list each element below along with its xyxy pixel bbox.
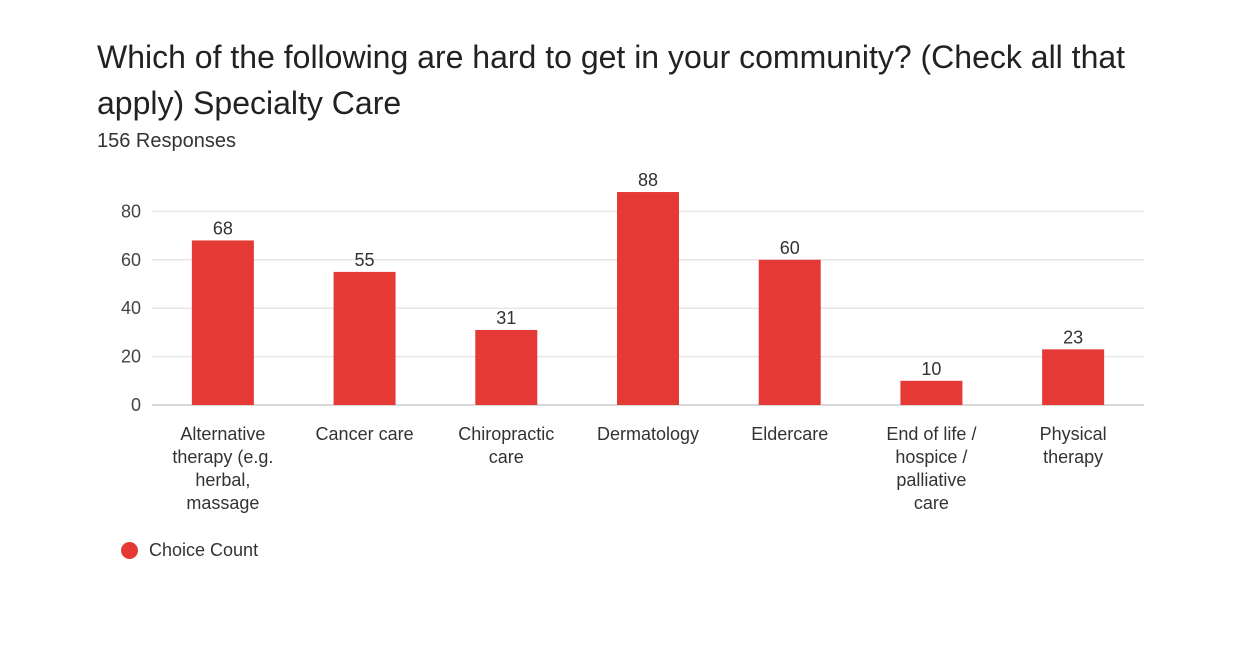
legend: Choice Count xyxy=(121,540,258,561)
x-tick-label: therapy xyxy=(1043,447,1103,467)
y-tick-label: 60 xyxy=(121,250,141,270)
x-tick-label: Physical xyxy=(1040,424,1107,444)
bars xyxy=(191,192,1105,405)
bar xyxy=(758,259,821,405)
bar-value-label: 60 xyxy=(780,238,800,258)
y-tick-label: 80 xyxy=(121,201,141,221)
y-tick-label: 40 xyxy=(121,298,141,318)
x-tick-label: herbal, xyxy=(195,470,250,490)
y-tick-label: 20 xyxy=(121,347,141,367)
response-count: 156 Responses xyxy=(97,130,236,152)
bar-value-label: 31 xyxy=(496,308,516,328)
x-tick-label: therapy (e.g. xyxy=(172,447,273,467)
legend-marker-icon xyxy=(121,542,138,559)
chart-title: Which of the following are hard to get i… xyxy=(97,39,1126,121)
x-tick-label: massage xyxy=(186,493,259,513)
data-labels: 68 55 31 88 60 10 23 xyxy=(213,170,1083,379)
bar xyxy=(191,240,254,405)
bar-value-label: 10 xyxy=(921,359,941,379)
bar-value-label: 55 xyxy=(355,250,375,270)
y-tick-label: 0 xyxy=(131,395,141,415)
x-tick-label: Cancer care xyxy=(316,424,414,444)
x-tick-label: care xyxy=(489,447,524,467)
bar xyxy=(333,271,396,405)
bar xyxy=(900,380,963,405)
x-tick-label: End of life / xyxy=(886,424,976,444)
x-tick-label: Chiropractic xyxy=(458,424,554,444)
y-axis-ticks: 0 20 40 60 80 xyxy=(121,201,141,415)
bar-value-label: 23 xyxy=(1063,327,1083,347)
x-tick-label: hospice / xyxy=(895,447,967,467)
bar xyxy=(475,329,538,405)
x-tick-label: Eldercare xyxy=(751,424,828,444)
bar xyxy=(617,192,679,405)
x-tick-label: Dermatology xyxy=(597,424,699,444)
legend-label: Choice Count xyxy=(149,540,259,560)
x-tick-label: Alternative xyxy=(180,424,265,444)
bar-value-label: 88 xyxy=(638,170,658,190)
x-axis-labels: Alternative therapy (e.g. herbal, massage Ca… xyxy=(172,424,1106,513)
bar xyxy=(1042,349,1105,405)
x-tick-label: care xyxy=(914,493,949,513)
x-tick-label: palliative xyxy=(896,470,966,490)
bar-value-label: 68 xyxy=(213,218,233,238)
